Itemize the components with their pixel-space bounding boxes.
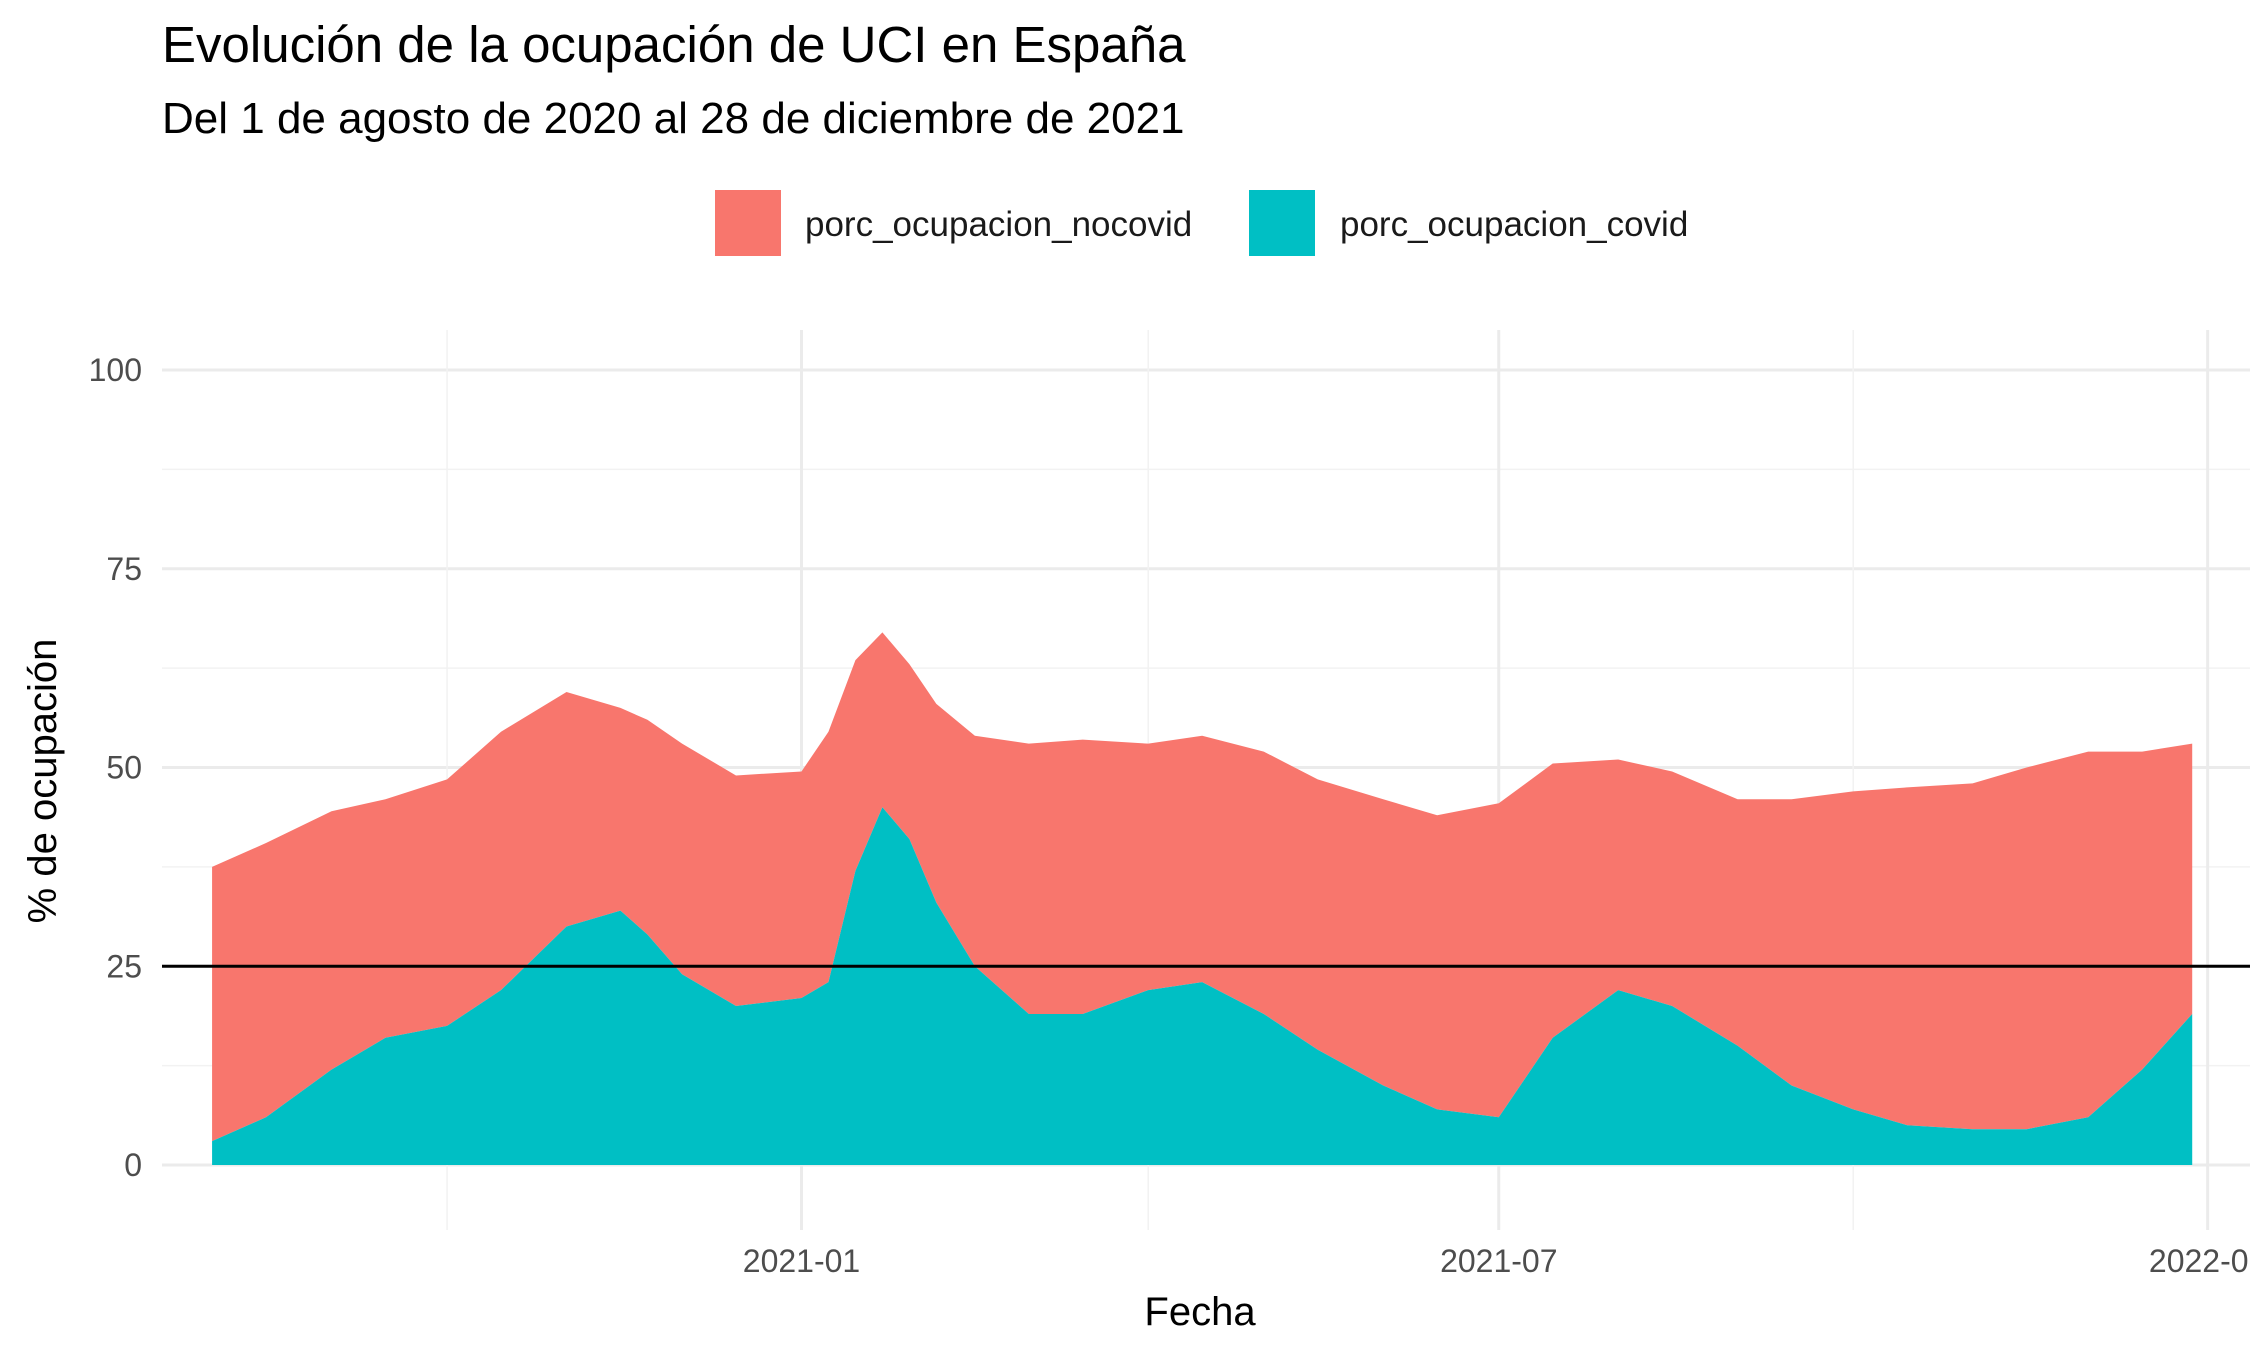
area-covid bbox=[212, 807, 2193, 1165]
legend-key-covid bbox=[1249, 190, 1315, 256]
area-nocovid bbox=[212, 632, 2193, 1142]
legend-label-nocovid: porc_ocupacion_nocovid bbox=[805, 205, 1192, 244]
legend: porc_ocupacion_nocovid porc_ocupacion_co… bbox=[715, 190, 1688, 256]
x-tick-label: 2022-01 bbox=[2149, 1243, 2250, 1279]
legend-key-nocovid bbox=[715, 190, 781, 256]
y-tick-label: 0 bbox=[124, 1147, 142, 1183]
y-axis-ticks: 0 25 50 75 100 bbox=[89, 352, 142, 1183]
x-tick-label: 2021-01 bbox=[743, 1243, 860, 1279]
y-tick-label: 75 bbox=[106, 551, 142, 587]
chart-subtitle: Del 1 de agosto de 2020 al 28 de diciemb… bbox=[162, 94, 1185, 143]
y-tick-label: 50 bbox=[106, 750, 142, 786]
chart-title: Evolución de la ocupación de UCI en Espa… bbox=[162, 16, 1186, 73]
y-tick-label: 100 bbox=[89, 352, 142, 388]
data-areas bbox=[212, 632, 2193, 1165]
x-tick-label: 2021-07 bbox=[1440, 1243, 1557, 1279]
y-axis-title: % de ocupación bbox=[21, 639, 65, 924]
x-axis-title: Fecha bbox=[1144, 1290, 1256, 1334]
x-axis-ticks: 2021-01 2021-07 2022-01 bbox=[743, 1243, 2250, 1279]
y-tick-label: 25 bbox=[106, 948, 142, 984]
legend-label-covid: porc_ocupacion_covid bbox=[1340, 205, 1688, 244]
